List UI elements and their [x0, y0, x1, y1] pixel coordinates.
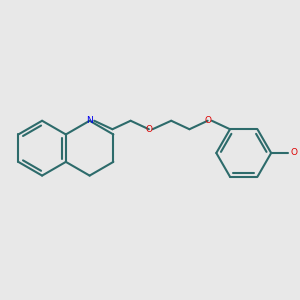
Text: O: O: [290, 148, 297, 158]
Text: O: O: [146, 125, 152, 134]
Text: O: O: [204, 116, 211, 125]
Text: N: N: [86, 116, 93, 125]
